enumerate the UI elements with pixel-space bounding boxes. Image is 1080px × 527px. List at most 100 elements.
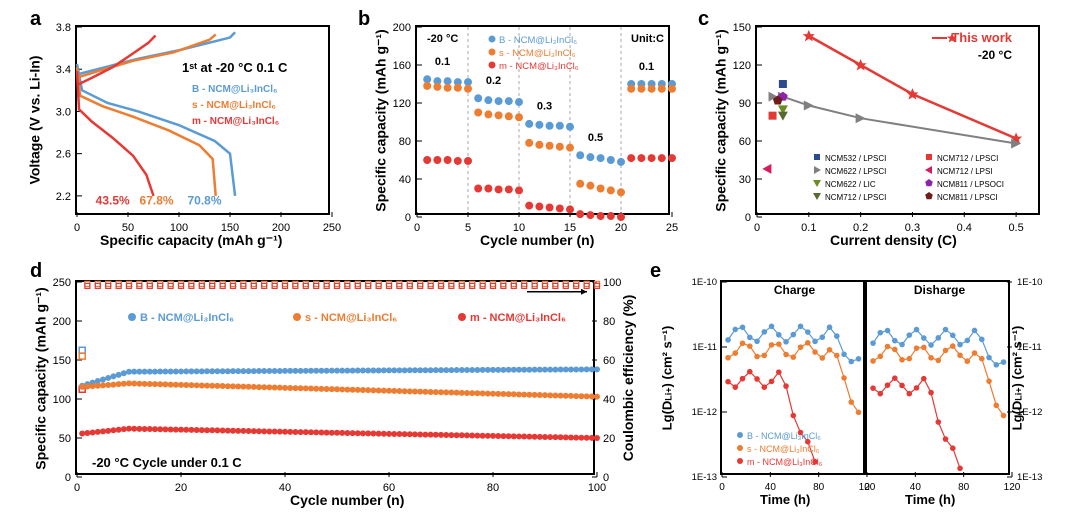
svg-text:B - NCM@Li₃InCl₆: B - NCM@Li₃InCl₆ (140, 312, 234, 324)
svg-text:0: 0 (719, 482, 725, 493)
svg-text:43.5%: 43.5% (96, 193, 130, 207)
svg-text:2.2: 2.2 (56, 191, 71, 203)
svg-text:NCM712 / LPSCI: NCM712 / LPSCI (825, 193, 886, 202)
svg-text:150: 150 (733, 22, 751, 34)
chart-c-xlabel: Current density (C) (830, 232, 957, 248)
chart-b-ylabel: Specific capacity (mAh g⁻¹) (373, 29, 390, 211)
chart-b-svg: 051015202504080120160200-20 °CUnit:C0.10… (417, 27, 672, 217)
svg-text:200: 200 (393, 22, 411, 34)
svg-text:100: 100 (603, 277, 621, 289)
svg-text:80: 80 (958, 482, 970, 493)
svg-text:60: 60 (603, 355, 615, 367)
svg-text:0.1: 0.1 (801, 222, 816, 234)
svg-text:40: 40 (399, 174, 411, 186)
svg-text:0.2: 0.2 (486, 75, 501, 87)
chart-e-xlabel-left: Time (h) (760, 492, 810, 507)
chart-e-right-svg: 040801201E-131E-121E-111E-10Disharge (867, 282, 1012, 477)
svg-text:s - NCM@Li₃InCl₆: s - NCM@Li₃InCl₆ (499, 48, 576, 59)
chart-d-y2label: Coulombic efficiency (%) (620, 295, 636, 461)
svg-text:150: 150 (53, 355, 71, 367)
svg-text:NCM811 / LPSOCI: NCM811 / LPSOCI (937, 180, 1004, 189)
svg-text:This work: This work (951, 30, 1012, 45)
svg-text:67.8%: 67.8% (140, 193, 174, 207)
chart-e-left-svg: 040801201E-131E-121E-111E-10ChargeB - NC… (722, 282, 867, 477)
svg-text:3.8: 3.8 (56, 22, 71, 34)
svg-text:120: 120 (1004, 482, 1021, 493)
svg-text:1E-12: 1E-12 (692, 407, 717, 418)
chart-e-ylabel-right: Lg(DLi+) (cm² s⁻¹) (1009, 326, 1025, 431)
svg-text:5: 5 (465, 222, 471, 234)
panel-e-label: e (650, 260, 661, 283)
svg-text:40: 40 (603, 394, 615, 406)
svg-text:-20 °C: -20 °C (978, 48, 1012, 62)
svg-text:1E-13: 1E-13 (1017, 472, 1042, 483)
chart-a: 0501001502002502.22.63.03.43.81ˢᵗ at -20… (75, 25, 330, 215)
chart-d-xlabel: Cycle number (n) (290, 492, 404, 508)
svg-text:3.4: 3.4 (56, 64, 71, 76)
svg-text:80: 80 (399, 136, 411, 148)
chart-c-svg: 00.10.20.30.40.50306090120150This work-2… (757, 27, 1042, 217)
svg-text:m - NCM@Li₃InCl₆: m - NCM@Li₃InCl₆ (747, 457, 823, 467)
svg-text:s - NCM@Li₃InCl₆: s - NCM@Li₃InCl₆ (747, 444, 820, 454)
svg-text:80: 80 (813, 482, 825, 493)
panel-b-label: b (358, 8, 370, 31)
svg-text:0: 0 (745, 212, 751, 224)
svg-text:B - NCM@Li₃InCl₆: B - NCM@Li₃InCl₆ (192, 84, 278, 95)
panel-c-label: c (698, 8, 709, 31)
svg-text:1E-10: 1E-10 (692, 277, 717, 288)
svg-text:25: 25 (666, 222, 678, 234)
svg-text:NCM532 / LPSCI: NCM532 / LPSCI (825, 154, 886, 163)
chart-b: 051015202504080120160200-20 °CUnit:C0.10… (415, 25, 670, 215)
svg-text:Unit:C: Unit:C (631, 33, 664, 45)
chart-e-xlabel-right: Time (h) (905, 492, 955, 507)
svg-text:NCM622 / LIC: NCM622 / LIC (825, 180, 876, 189)
svg-text:0: 0 (74, 222, 80, 234)
chart-b-xlabel: Cycle number (n) (480, 232, 594, 248)
svg-text:90: 90 (739, 98, 751, 110)
svg-text:0.5: 0.5 (588, 132, 603, 144)
svg-text:3.0: 3.0 (56, 106, 71, 118)
chart-e-left: 040801201E-131E-121E-111E-10ChargeB - NC… (720, 280, 865, 475)
svg-text:1E-13: 1E-13 (692, 472, 717, 483)
svg-text:1E-10: 1E-10 (1017, 277, 1042, 288)
svg-text:70.8%: 70.8% (187, 193, 221, 207)
svg-text:0: 0 (864, 482, 870, 493)
svg-text:0: 0 (405, 212, 411, 224)
svg-text:s - NCM@Li₃InCl₆: s - NCM@Li₃InCl₆ (192, 100, 276, 111)
svg-text:120: 120 (393, 98, 411, 110)
chart-c: 00.10.20.30.40.50306090120150This work-2… (755, 25, 1040, 215)
svg-text:B - NCM@Li₃InCl₆: B - NCM@Li₃InCl₆ (499, 35, 577, 46)
svg-text:0: 0 (603, 472, 609, 484)
svg-text:80: 80 (603, 316, 615, 328)
svg-text:B - NCM@Li₃InCl₆: B - NCM@Li₃InCl₆ (747, 431, 821, 441)
svg-text:50: 50 (59, 433, 71, 445)
svg-text:20: 20 (603, 433, 615, 445)
svg-text:m - NCM@Li₃InCl₆: m - NCM@Li₃InCl₆ (192, 116, 279, 127)
chart-d-ylabel: Specific capacity (mAh g⁻¹) (33, 287, 50, 469)
chart-a-xlabel: Specific capacity (mAh g⁻¹) (100, 232, 282, 249)
svg-text:0: 0 (74, 482, 80, 494)
svg-text:0.4: 0.4 (957, 222, 972, 234)
svg-text:0.5: 0.5 (1008, 222, 1023, 234)
svg-text:0.1: 0.1 (435, 56, 450, 68)
svg-text:m - NCM@Li₃InCl₆: m - NCM@Li₃InCl₆ (499, 61, 579, 72)
svg-text:NCM712 / LPSI: NCM712 / LPSI (937, 167, 993, 176)
svg-text:2.6: 2.6 (56, 149, 71, 161)
chart-e-ylabel-left: Lg(DLi+) (cm² s⁻¹) (659, 326, 675, 431)
svg-text:1ˢᵗ at -20 °C 0.1 C: 1ˢᵗ at -20 °C 0.1 C (182, 60, 288, 75)
svg-text:100: 100 (53, 394, 71, 406)
svg-text:60: 60 (739, 136, 751, 148)
svg-text:20: 20 (175, 482, 187, 494)
svg-text:Charge: Charge (774, 283, 816, 297)
svg-text:0: 0 (65, 472, 71, 484)
svg-text:0.3: 0.3 (537, 101, 552, 113)
svg-text:s - NCM@Li₃InCl₆: s - NCM@Li₃InCl₆ (305, 312, 397, 324)
svg-text:250: 250 (323, 222, 341, 234)
svg-text:1E-11: 1E-11 (692, 342, 717, 353)
chart-a-svg: 0501001502002502.22.63.03.43.81ˢᵗ at -20… (77, 27, 332, 217)
svg-text:30: 30 (739, 174, 751, 186)
svg-text:NCM622 / LPSCI: NCM622 / LPSCI (825, 167, 886, 176)
svg-text:200: 200 (53, 316, 71, 328)
panel-d-label: d (30, 260, 42, 283)
chart-d-svg: 020406080100050100150200250020406080100-… (77, 282, 597, 477)
